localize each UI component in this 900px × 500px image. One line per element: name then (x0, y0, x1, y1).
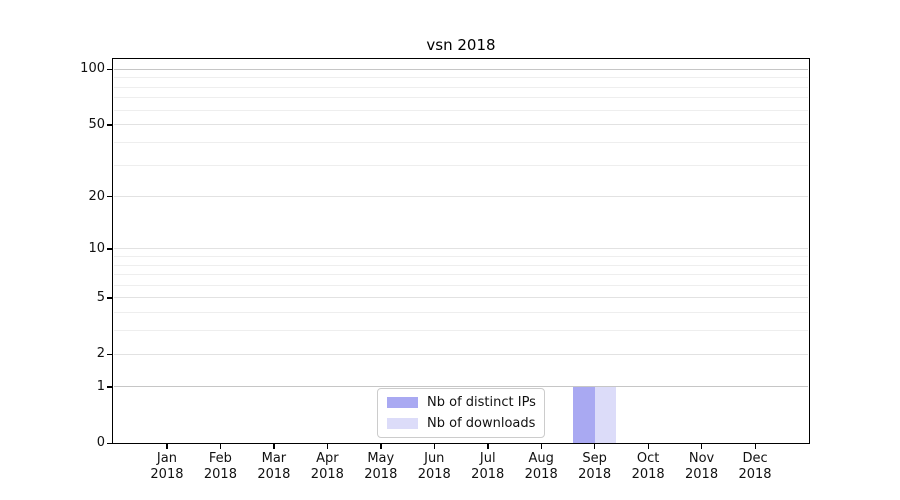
x-tick-label: Jun 2018 (417, 451, 451, 482)
legend-item: Nb of distinct IPs (387, 394, 544, 412)
x-axis-tick (701, 444, 703, 449)
x-tick-label: Apr 2018 (310, 451, 344, 482)
x-axis-tick (647, 444, 649, 449)
x-axis-tick (594, 444, 596, 449)
y-tick-label: 5 (96, 289, 105, 305)
legend-label: Nb of distinct IPs (427, 395, 536, 410)
chart-title: vsn 2018 (426, 36, 496, 54)
x-axis-tick (540, 444, 542, 449)
x-axis-tick (380, 444, 382, 449)
legend-label: Nb of downloads (427, 416, 536, 431)
legend-swatch-nb-of-downloads (387, 418, 418, 429)
x-tick-label: Sep 2018 (578, 451, 612, 482)
x-tick-label: May 2018 (364, 451, 398, 482)
y-tick-label: 2 (96, 346, 105, 362)
x-tick-label: Mar 2018 (257, 451, 291, 482)
x-axis-tick (487, 444, 489, 449)
x-axis-tick (219, 444, 222, 449)
x-tick-label: Jul 2018 (471, 451, 505, 482)
legend-item: Nb of downloads (387, 415, 544, 433)
x-axis-tick (273, 444, 275, 449)
x-tick-label: Aug 2018 (524, 451, 558, 482)
x-axis-tick (326, 444, 329, 449)
x-tick-label: Dec 2018 (738, 451, 772, 482)
x-tick-label: Feb 2018 (203, 451, 237, 482)
x-tick-label: Oct 2018 (631, 451, 665, 482)
x-axis-tick (166, 444, 168, 449)
legend: Nb of distinct IPs Nb of downloads (377, 388, 545, 438)
y-tick-label: 100 (80, 61, 105, 77)
x-tick-label: Jan 2018 (150, 451, 184, 482)
x-tick-label: Nov 2018 (685, 451, 719, 482)
y-tick-label: 1 (96, 378, 105, 394)
plot-area (112, 58, 810, 444)
y-tick-label: 50 (88, 116, 105, 132)
x-axis-tick (754, 444, 756, 449)
y-tick-label: 20 (88, 188, 105, 204)
x-axis-tick (433, 444, 436, 449)
legend-swatch-nb-of-distinct-ips (387, 397, 418, 408)
y-tick-label: 0 (96, 435, 105, 450)
y-tick-label: 10 (88, 240, 105, 256)
